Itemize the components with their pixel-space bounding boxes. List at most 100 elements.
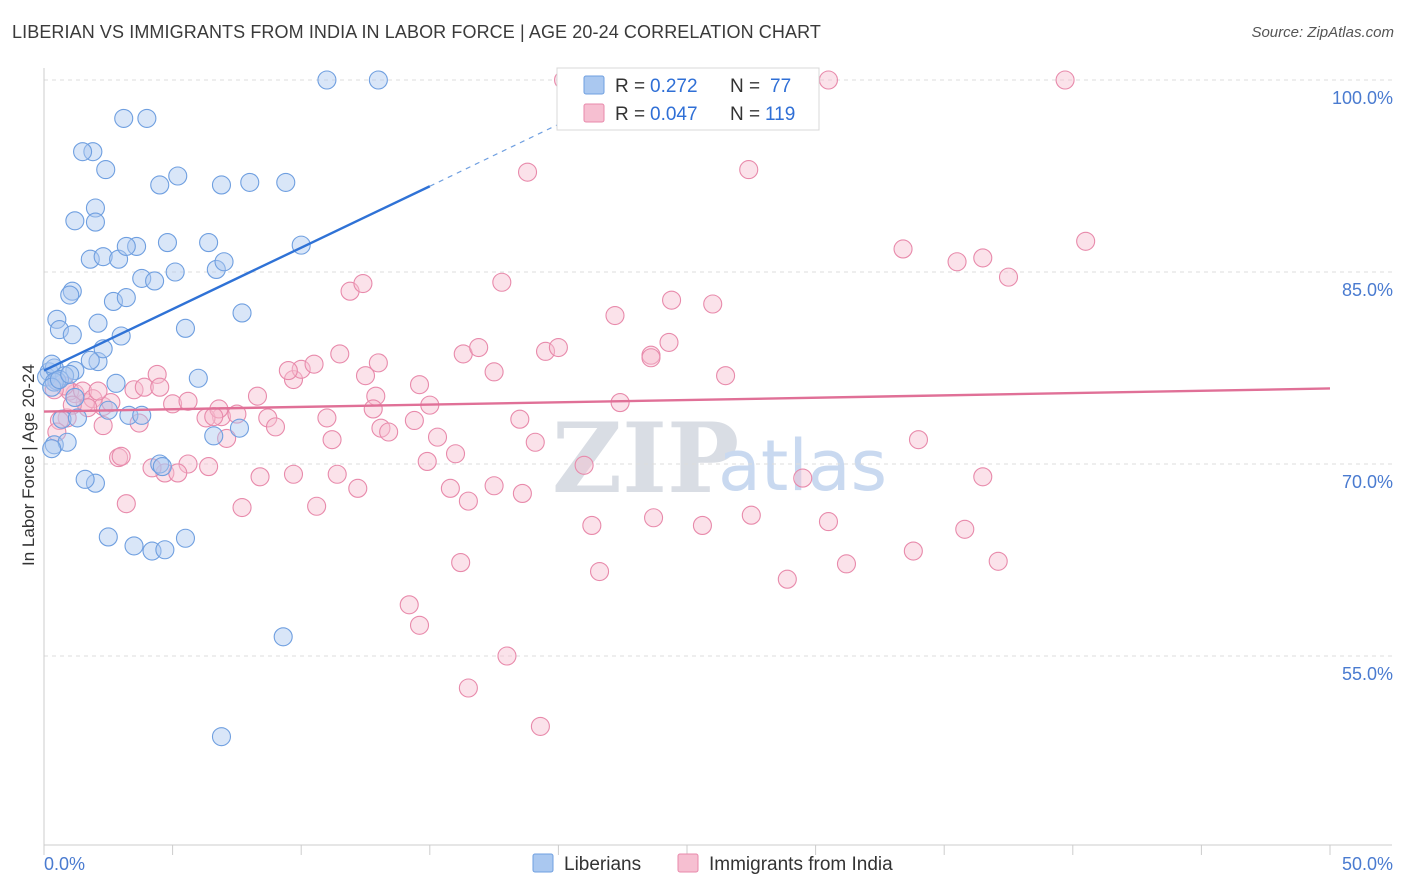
india-point-66 [304, 354, 324, 374]
india-point-2 [1055, 70, 1075, 90]
india-point-28 [716, 366, 736, 386]
india-point-9 [998, 267, 1019, 287]
liberian-point-62 [150, 454, 170, 474]
india-point-94 [440, 478, 460, 498]
liberian-point-67 [211, 727, 232, 747]
india-point-77 [548, 337, 568, 358]
legend-top: R = 0.272 N = 77 R = 0.047 N = 119 [556, 67, 820, 131]
india-point-90 [777, 569, 797, 589]
liberian-point-12 [165, 262, 185, 282]
india-point-83 [818, 512, 839, 532]
liberian-point-54 [73, 142, 93, 162]
liberian-point-47 [232, 303, 252, 323]
x-tick-labels: 0.0% 50.0% [44, 854, 1393, 874]
liberian-point-70 [155, 540, 175, 560]
india-point-85 [955, 519, 975, 539]
liberian-point-74 [75, 469, 95, 489]
india-point-102 [129, 413, 149, 433]
liberian-point-49 [199, 233, 219, 253]
trend-line-india [43, 387, 1331, 413]
india-point-59 [178, 391, 198, 411]
india-point-8 [973, 248, 993, 268]
series-immigrants-from-india [44, 70, 1096, 736]
liberian-point-6 [85, 198, 105, 218]
india-point-69 [379, 422, 399, 442]
bottom-legend-liberians: Liberians [564, 854, 641, 875]
gridlines [44, 79, 1392, 657]
india-point-97 [307, 496, 327, 516]
liberian-point-63 [152, 457, 172, 477]
india-point-75 [512, 483, 532, 503]
liberian-point-50 [211, 175, 232, 195]
liberian-point-21 [49, 320, 69, 340]
india-point-1 [818, 70, 839, 90]
india-point-112 [278, 361, 298, 381]
india-point-105 [78, 398, 98, 418]
watermark-zip: ZIP [552, 402, 739, 515]
liberian-point-9 [276, 172, 296, 192]
india-point-95 [399, 595, 419, 615]
india-point-32 [417, 451, 437, 471]
india-point-25 [484, 362, 504, 382]
india-point-67 [317, 408, 337, 428]
india-point-6 [893, 239, 913, 259]
india-point-89 [836, 554, 857, 574]
india-point-70 [404, 410, 424, 431]
india-point-21 [368, 353, 388, 373]
india-point-78 [574, 455, 594, 475]
india-point-88 [908, 430, 929, 450]
india-point-65 [265, 417, 286, 437]
liberian-point-4 [83, 142, 103, 162]
india-point-72 [427, 427, 448, 447]
legend-n-value-2: 119 [765, 104, 795, 125]
liberian-point-60 [124, 536, 144, 556]
liberian-point-66 [229, 418, 250, 438]
india-point-110 [150, 377, 170, 397]
india-point-114 [363, 399, 383, 419]
india-point-104 [93, 416, 113, 436]
liberian-point-24 [103, 291, 123, 311]
india-point-103 [111, 446, 131, 466]
liberian-point-69 [204, 426, 224, 446]
india-point-79 [644, 508, 664, 528]
legend-bottom: Liberians Immigrants from India [532, 853, 893, 875]
source-label: Source: ZipAtlas.com [1251, 24, 1394, 41]
liberian-point-59 [85, 473, 105, 493]
india-point-93 [451, 553, 471, 573]
india-point-99 [199, 457, 219, 477]
liberian-point-55 [116, 236, 136, 256]
legend-swatch-india [583, 103, 605, 123]
legend-n-label-2: N = [730, 104, 760, 125]
y-tick-labels: 55.0% 70.0% 85.0% 100.0% [1332, 88, 1393, 684]
india-point-111 [204, 407, 224, 427]
liberian-point-15 [157, 233, 178, 253]
y-tick-label-1: 70.0% [1342, 472, 1393, 492]
liberian-point-58 [67, 408, 87, 428]
india-point-33 [445, 444, 466, 464]
india-point-10 [1076, 231, 1096, 251]
watermark-atlas: atlas [718, 425, 887, 507]
liberian-point-45 [206, 259, 226, 279]
india-point-76 [535, 341, 556, 361]
india-point-22 [409, 375, 430, 395]
india-point-11 [492, 272, 512, 292]
legend-swatch-liberians [583, 75, 605, 95]
india-point-27 [662, 290, 682, 310]
india-point-115 [409, 615, 430, 635]
liberian-point-46 [214, 252, 234, 272]
india-point-14 [703, 294, 723, 314]
india-point-31 [525, 432, 545, 452]
india-point-24 [469, 337, 489, 358]
y-tick-label-3: 100.0% [1332, 88, 1393, 108]
india-point-74 [484, 476, 504, 496]
legend-n-value-1: 77 [770, 76, 791, 97]
liberian-point-8 [168, 166, 188, 186]
india-point-39 [250, 467, 270, 487]
india-point-17 [353, 273, 373, 294]
india-point-84 [903, 541, 923, 561]
liberian-point-31 [65, 361, 85, 381]
series-liberians [37, 70, 388, 747]
liberian-point-64 [175, 528, 196, 548]
india-point-34 [322, 430, 342, 450]
india-point-91 [590, 561, 610, 582]
